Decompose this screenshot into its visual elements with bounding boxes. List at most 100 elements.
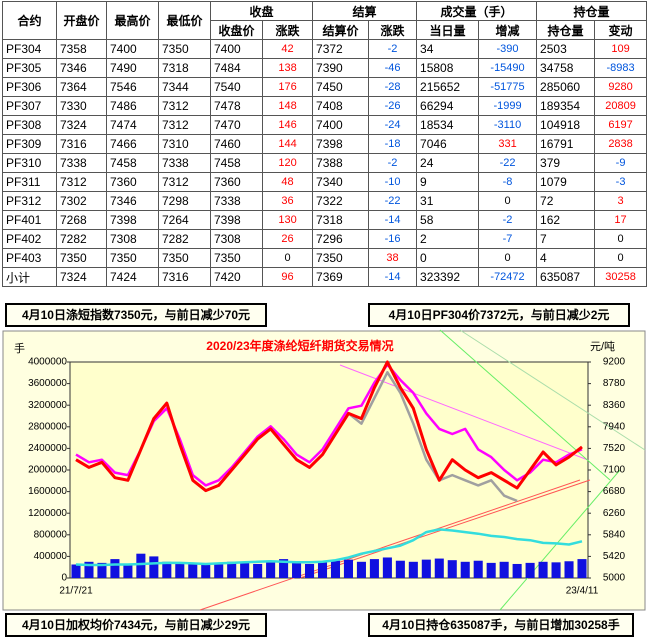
y2-tick-label: 6680 [603, 486, 626, 497]
table-cell: 7296 [312, 229, 370, 249]
volume-bar [227, 561, 237, 578]
trend-line [439, 329, 611, 481]
y2-tick-label: 8780 [603, 378, 626, 389]
y2-tick-label: 6260 [603, 508, 626, 519]
header-cell: 成交量（手） [416, 1, 538, 21]
header-cell: 当日量 [416, 20, 480, 40]
table-row: PF309 7316 7466 7310 7460 144 7398 -18 7046 331 16… [2, 134, 648, 154]
y2-tick-label: 9200 [603, 357, 626, 368]
table-cell: 331 [478, 134, 538, 154]
table-cell: 130 [261, 210, 314, 230]
table-cell: 7466 [106, 134, 159, 154]
volume-bar [110, 559, 120, 578]
volume-bar [201, 564, 211, 578]
table-cell: 7268 [56, 210, 107, 230]
table-cell: -1999 [478, 96, 538, 116]
volume-bar [188, 563, 198, 578]
volume-bar [447, 560, 457, 578]
table-cell: 7458 [210, 153, 263, 173]
volume-bar [356, 561, 366, 578]
table-row: 小计 7324 7424 7316 7420 96 7369 -14 323392 -72472 6… [2, 267, 648, 287]
volume-bar [525, 562, 535, 578]
table-row: PF312 7302 7346 7298 7338 36 7322 -22 31 0 72 3 [2, 191, 648, 211]
table-cell: 7324 [56, 267, 107, 287]
chart-title: 2020/23年度涤纶短纤期货交易情况 [206, 338, 393, 353]
y2-tick-label: 5840 [603, 529, 626, 540]
header-cell: 收盘 [209, 1, 314, 21]
note-box: 4月10日PF304价7372元，与前日减少2元 [368, 303, 630, 327]
table-row: PF305 7346 7490 7318 7484 138 7390 -46 15808 -154… [2, 58, 648, 78]
volume-bar [369, 559, 379, 578]
header-cell: 合约 [2, 1, 57, 40]
table-cell: 7369 [312, 267, 370, 287]
table-cell: 7424 [106, 267, 159, 287]
plot-marks: 0 400000 800000 1200000 1600000 2000000 240000… [28, 357, 625, 597]
header-cell: 持仓量 [536, 1, 648, 21]
x-tick-label: 21/7/21 [59, 586, 93, 597]
header-cell: 涨跌 [368, 20, 418, 40]
y2-axis-unit: 元/吨 [590, 340, 615, 353]
y2-tick-label: 7520 [603, 443, 626, 454]
table-cell: PF305 [2, 58, 57, 78]
note-box: 4月10日涤短指数7350元，与前日减少70元 [5, 303, 267, 327]
table-cell: -18 [368, 134, 418, 154]
volume-bar [551, 562, 561, 578]
volume-bar [382, 557, 392, 578]
y2-tick-label: 5420 [603, 551, 626, 562]
table-cell: 1079 [536, 172, 596, 192]
volume-bar [266, 561, 276, 578]
volume-bar [136, 553, 146, 578]
table-cell: 7312 [158, 115, 211, 135]
table-cell: 7338 [210, 191, 263, 211]
plot-area [69, 361, 589, 579]
annotation-box: 4月10日持仓635087手，与前日增加30258手 [368, 613, 634, 637]
table-row: PF310 7338 7458 7338 7458 120 7388 -2 24 -22 379 -9 [2, 153, 648, 173]
table-cell: 66294 [416, 96, 480, 116]
volume-bar [292, 562, 302, 578]
table-cell: 144 [261, 134, 314, 154]
table-cell: PF309 [2, 134, 57, 154]
table-cell: -72472 [478, 267, 538, 287]
table-cell: 7298 [158, 191, 211, 211]
volume-bar [395, 560, 405, 578]
y2-tick-label: 7940 [603, 421, 626, 432]
table-cell: 7400 [106, 39, 159, 59]
volume-bar [317, 561, 328, 578]
y-tick-label: 2400000 [28, 443, 67, 454]
table-cell: PF312 [2, 191, 57, 211]
volume-bar [305, 563, 315, 578]
table-cell: 7490 [106, 58, 159, 78]
volume-bar [460, 561, 470, 578]
volume-bar [486, 562, 496, 578]
volume-bar [577, 559, 587, 578]
table-cell: 9280 [594, 77, 648, 97]
trend-line [459, 329, 646, 451]
y2-tick-label: 7100 [603, 465, 626, 476]
table-row: PF403 7350 7350 7350 7350 0 7350 38 0 0 4 0 [2, 248, 648, 268]
table-cell: 7458 [106, 153, 159, 173]
table-cell: 7310 [158, 134, 211, 154]
table-cell: 17 [594, 210, 648, 230]
table-row: PF304 7358 7400 7350 7400 42 7372 -2 34 -390 2503 1… [2, 39, 648, 59]
table-cell: 7318 [312, 210, 370, 230]
volume-bar [343, 559, 353, 578]
table-cell: 189354 [536, 96, 596, 116]
volume-bar [123, 563, 133, 578]
table-row: PF311 7312 7360 7312 7360 48 7340 -10 9 -8 1079 -3 [2, 172, 648, 192]
volume-bar [408, 561, 418, 578]
table-cell: PF304 [2, 39, 57, 59]
y-tick-label: 0 [61, 573, 67, 584]
y2-tick-label: 8360 [603, 400, 626, 411]
volume-bar [97, 562, 107, 578]
header-cell: 结算价 [312, 20, 370, 40]
table-cell: 7478 [210, 96, 263, 116]
trend-line [499, 469, 621, 611]
table-cell: -3110 [478, 115, 538, 135]
table-cell: PF311 [2, 172, 57, 192]
table-cell: 7318 [158, 58, 211, 78]
volume-bar [162, 561, 172, 578]
volume-bar [253, 563, 263, 578]
table-cell: 635087 [536, 267, 596, 287]
